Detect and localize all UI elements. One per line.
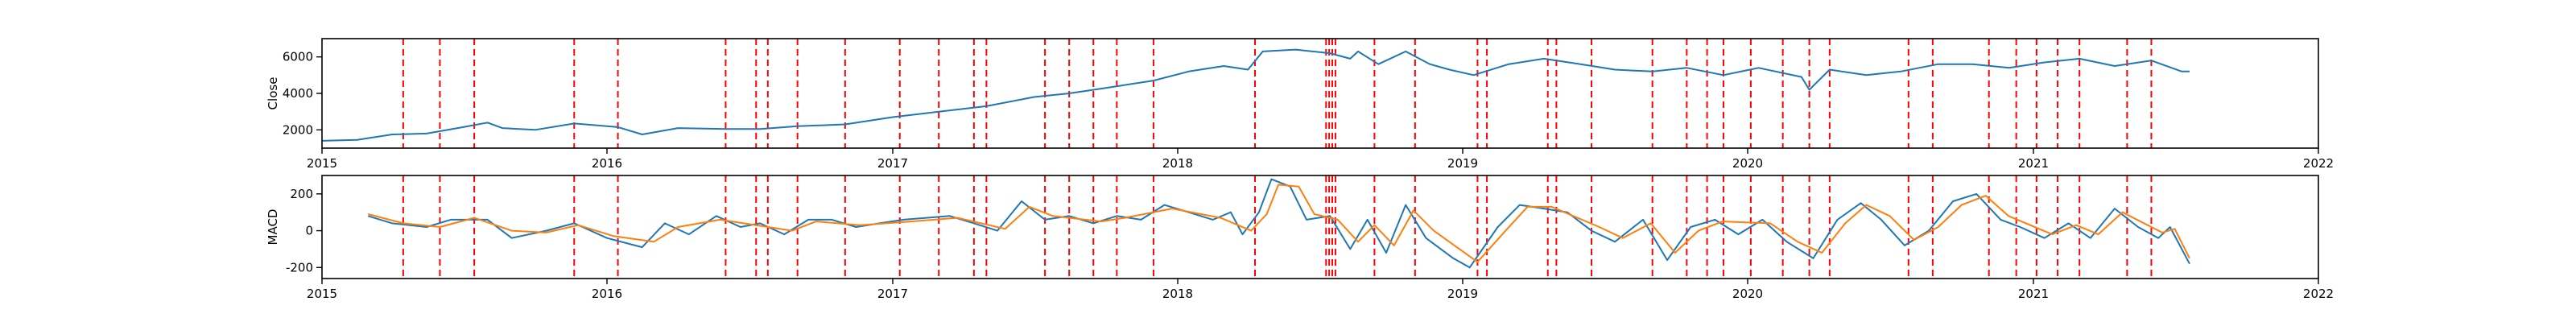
y-tick-label: 0 — [305, 224, 313, 238]
y-tick-label: 4000 — [283, 86, 313, 101]
y-tick-label: 2000 — [283, 122, 313, 137]
x-tick-label: 2016 — [592, 287, 622, 301]
x-tick-label: 2020 — [1732, 287, 1763, 301]
close-price-panel: 2015 2016 2017 2018 2019 2020 2021 2022 2000 4000… — [266, 38, 2334, 171]
x-tick-label: 2016 — [592, 156, 622, 171]
x-tick-label: 2018 — [1162, 156, 1193, 171]
x-tick-label: 2018 — [1162, 287, 1193, 301]
series-line-primary — [367, 178, 2190, 269]
x-tick-label: 2019 — [1447, 156, 1478, 171]
x-tick-label: 2017 — [877, 287, 908, 301]
x-tick-label: 2020 — [1732, 156, 1763, 171]
axes-frame — [321, 175, 2319, 279]
x-tick-label: 2017 — [877, 156, 908, 171]
y-axis-label: MACD — [266, 209, 280, 246]
x-tick-label: 2021 — [2018, 156, 2049, 171]
series-line-secondary — [367, 184, 2190, 263]
x-tick-label: 2021 — [2018, 287, 2049, 301]
x-tick-label: 2019 — [1447, 287, 1478, 301]
x-tick-label: 2015 — [307, 287, 337, 301]
y-axis-label: Close — [266, 77, 280, 110]
series-line-primary — [321, 48, 2190, 142]
y-tick-label: 6000 — [283, 50, 313, 64]
y-tick-label: 200 — [290, 187, 313, 201]
plot-area — [322, 39, 2318, 148]
x-tick-label: 2022 — [2303, 156, 2334, 171]
y-tick-label: -200 — [286, 260, 313, 275]
macd-panel: 2015 2016 2017 2018 2019 2020 2021 2022 -200 0 200… — [266, 175, 2334, 301]
x-tick-label: 2022 — [2303, 287, 2334, 301]
plot-area — [322, 175, 2318, 279]
x-tick-label: 2015 — [307, 156, 337, 171]
